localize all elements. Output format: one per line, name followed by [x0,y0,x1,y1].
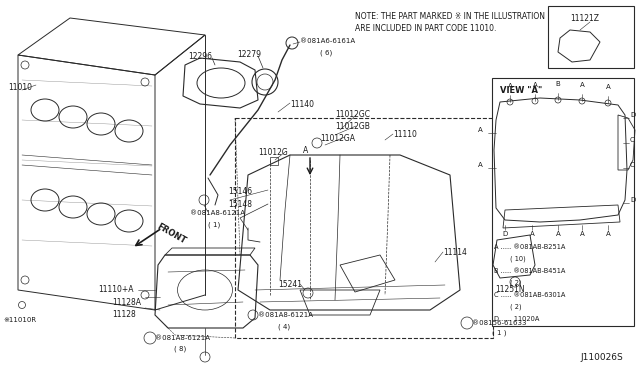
Text: ( 6): ( 6) [320,50,332,57]
Text: ( 1): ( 1) [208,222,220,228]
Text: A: A [556,231,561,237]
Bar [548,6,634,68]
Text: D: D [502,231,508,237]
Text: A: A [478,127,483,133]
Text: 15146: 15146 [228,187,252,196]
Text: 11128: 11128 [112,310,136,319]
Text: 12296: 12296 [188,52,212,61]
Text: ®081A8-6121A: ®081A8-6121A [258,312,313,318]
Text: 11010: 11010 [8,83,32,92]
Text: FRONT: FRONT [155,222,188,246]
Text: NOTE: THE PART MARKED ※ IN THE ILLUSTRATION: NOTE: THE PART MARKED ※ IN THE ILLUSTRAT… [355,12,545,21]
Text: A: A [508,83,513,89]
Text: 11012GC: 11012GC [335,110,370,119]
Text: C ..... ®081AB-6301A: C ..... ®081AB-6301A [494,292,565,298]
Text: 15241: 15241 [278,280,302,289]
Text: A ..... ®081AB-B251A: A ..... ®081AB-B251A [494,244,565,250]
Text: ( 4): ( 4) [278,323,290,330]
Text: ®08156-61633: ®08156-61633 [472,320,527,326]
Text: 11012GA: 11012GA [320,134,355,143]
Text: ( 8): ( 8) [174,346,186,353]
Text: VIEW "A": VIEW "A" [500,86,542,95]
Bar [270,157,278,165]
Text: C: C [630,162,635,168]
Text: 11110: 11110 [393,130,417,139]
Text: B: B [556,81,561,87]
Text: D: D [630,197,636,203]
Text: 15148: 15148 [228,200,252,209]
Text: ®081A8-6121A: ®081A8-6121A [190,210,245,216]
Text: A: A [530,231,534,237]
Text: 11012G: 11012G [258,148,288,157]
Bar [235,118,493,338]
Text: A: A [605,84,611,90]
Text: ( 2): ( 2) [510,280,522,286]
Text: ( 10): ( 10) [510,256,525,263]
Text: 11012GB: 11012GB [335,122,370,131]
Text: ※11010R: ※11010R [3,317,36,323]
Text: 11121Z: 11121Z [570,14,599,23]
Text: 11128A: 11128A [112,298,141,307]
Text: A: A [478,162,483,168]
Text: D ..... 11020A: D ..... 11020A [494,316,540,322]
Bar [492,78,634,326]
Text: ®081A6-6161A: ®081A6-6161A [300,38,355,44]
Text: A: A [580,231,584,237]
Text: ®081A8-6121A: ®081A8-6121A [155,335,210,341]
Text: J110026S: J110026S [580,353,623,362]
Text: C: C [630,137,635,143]
Text: A: A [605,231,611,237]
Text: 11251N: 11251N [495,285,525,294]
Text: 11114: 11114 [443,248,467,257]
Text: A: A [303,146,308,155]
Text: D: D [630,112,636,118]
Text: 11110+A: 11110+A [98,285,134,294]
Text: 12279: 12279 [237,50,261,59]
Text: A: A [532,82,538,88]
Text: ( 2): ( 2) [510,304,522,311]
Text: ( 1 ): ( 1 ) [492,330,506,337]
Text: ARE INCLUDED IN PART CODE 11010.: ARE INCLUDED IN PART CODE 11010. [355,24,497,33]
Text: A: A [580,82,584,88]
Text: B ..... ®081AB-B451A: B ..... ®081AB-B451A [494,268,565,274]
Text: 11140: 11140 [290,100,314,109]
